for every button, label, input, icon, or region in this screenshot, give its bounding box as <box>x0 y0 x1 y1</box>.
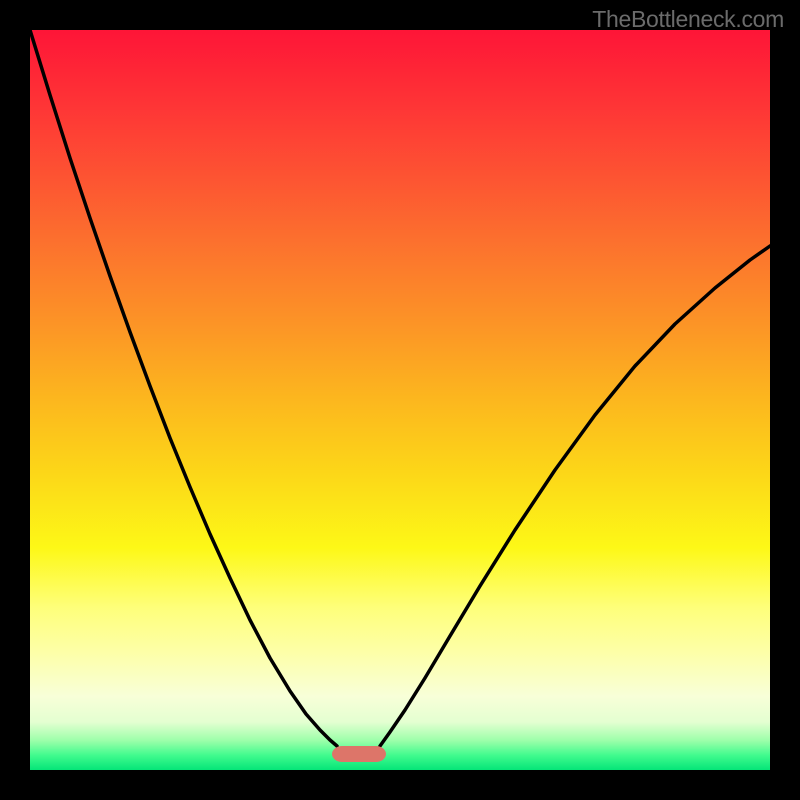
plot-svg <box>30 30 770 770</box>
watermark-text: TheBottleneck.com <box>592 6 784 33</box>
canvas: TheBottleneck.com <box>0 0 800 800</box>
gradient-background <box>30 30 770 770</box>
valley-marker <box>332 746 386 762</box>
plot-area <box>30 30 770 770</box>
